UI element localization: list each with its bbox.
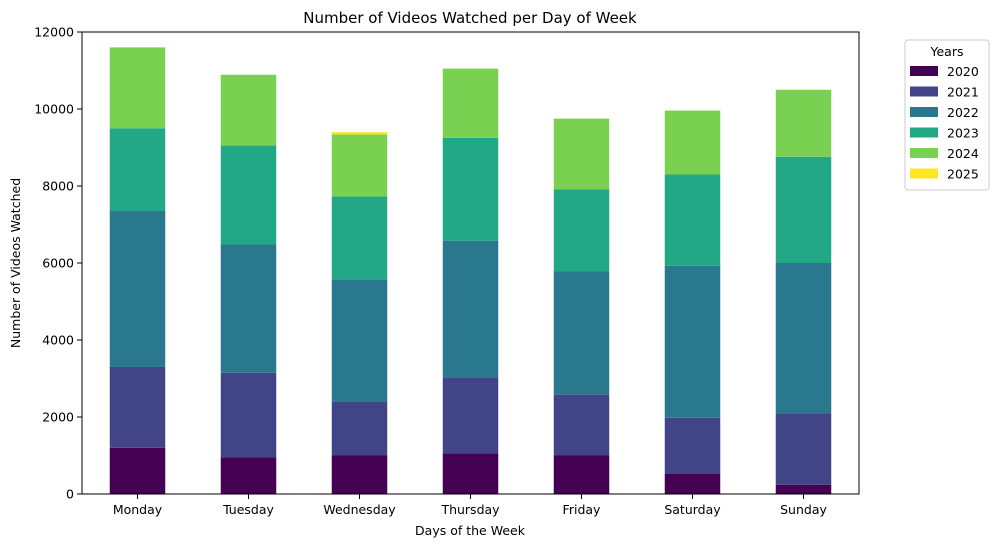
- bar-segment-thursday-2022: [442, 240, 499, 378]
- legend-swatch-2020: [910, 66, 938, 76]
- bar-segment-sunday-2022: [775, 263, 832, 414]
- x-tick-label: Saturday: [664, 502, 721, 517]
- legend-swatch-2025: [910, 168, 938, 179]
- y-axis-label: Number of Videos Watched: [8, 178, 23, 348]
- bar-segment-saturday-2020: [664, 473, 721, 494]
- bar-segment-monday-2024: [109, 47, 166, 129]
- bar-segment-thursday-2024: [442, 68, 499, 138]
- bar-segment-wednesday-2022: [331, 279, 388, 402]
- x-tick-label: Monday: [113, 502, 163, 517]
- bar-segment-saturday-2023: [664, 174, 721, 266]
- y-tick-label: 6000: [42, 256, 74, 271]
- bar-segment-sunday-2024: [775, 89, 832, 157]
- bar-segment-saturday-2022: [664, 265, 721, 418]
- legend-label-2021: 2021: [947, 85, 979, 100]
- x-tick-label: Tuesday: [222, 502, 274, 517]
- bar-segment-monday-2020: [109, 447, 166, 494]
- legend-label-2025: 2025: [947, 167, 979, 182]
- legend-items: 2020 2021 2022 2023 2024 2025: [910, 64, 979, 182]
- bar-segment-monday-2021: [109, 366, 166, 448]
- bar-segment-tuesday-2024: [220, 74, 277, 146]
- x-tick-label: Sunday: [780, 502, 827, 517]
- legend: Years 2020 2021 2022 2023 2024 2025: [904, 39, 990, 191]
- y-tick-label: 0: [66, 487, 74, 502]
- x-axis-label: Days of the Week: [415, 523, 526, 538]
- bar-segment-friday-2020: [553, 455, 610, 494]
- x-tick-label: Wednesday: [323, 502, 396, 517]
- bar-segment-saturday-2021: [664, 417, 721, 474]
- bar-segment-wednesday-2024: [331, 134, 388, 197]
- bar-segment-thursday-2021: [442, 377, 499, 454]
- legend-swatch-2022: [910, 107, 938, 117]
- bar-segment-wednesday-2023: [331, 196, 388, 280]
- bar-segment-sunday-2021: [775, 413, 832, 485]
- bar-segment-friday-2023: [553, 189, 610, 272]
- bar-segment-tuesday-2020: [220, 457, 277, 494]
- bar-segment-friday-2024: [553, 118, 610, 190]
- bar-segment-tuesday-2022: [220, 244, 277, 373]
- legend-label-2020: 2020: [947, 64, 979, 79]
- bar-segment-friday-2022: [553, 271, 610, 395]
- bar-segment-tuesday-2023: [220, 145, 277, 245]
- bar-segment-thursday-2023: [442, 137, 499, 241]
- bars-layer: [109, 47, 832, 494]
- x-tick-label: Thursday: [440, 502, 500, 517]
- legend-swatch-2021: [910, 86, 938, 97]
- legend-swatch-2024: [910, 148, 938, 158]
- bar-segment-sunday-2023: [775, 156, 832, 263]
- y-tick-label: 2000: [42, 410, 74, 425]
- x-axis: Monday Tuesday Wednesday Thursday Friday Satu…: [113, 494, 827, 517]
- bar-segment-monday-2023: [109, 128, 166, 212]
- legend-label-2024: 2024: [947, 146, 979, 161]
- bar-segment-thursday-2020: [442, 453, 499, 494]
- bar-segment-tuesday-2021: [220, 372, 277, 458]
- y-tick-label: 4000: [42, 333, 74, 348]
- legend-label-2023: 2023: [947, 126, 979, 141]
- bar-segment-wednesday-2020: [331, 455, 388, 494]
- y-tick-label: 12000: [34, 25, 74, 40]
- bar-segment-wednesday-2025: [331, 132, 388, 135]
- bar-segment-wednesday-2021: [331, 401, 388, 456]
- bar-segment-saturday-2024: [664, 110, 721, 175]
- bar-segment-sunday-2020: [775, 484, 832, 494]
- bar-segment-monday-2022: [109, 211, 166, 367]
- legend-swatch-2023: [910, 127, 938, 138]
- legend-title: Years: [930, 44, 964, 59]
- chart-title: Number of Videos Watched per Day of Week: [303, 9, 637, 27]
- bar-segment-friday-2021: [553, 394, 610, 456]
- y-axis: 0 2000 4000 6000 8000 10000 12000: [34, 25, 82, 502]
- y-tick-label: 10000: [34, 102, 74, 117]
- legend-label-2022: 2022: [947, 105, 979, 120]
- y-tick-label: 8000: [42, 179, 74, 194]
- x-tick-label: Friday: [563, 502, 601, 517]
